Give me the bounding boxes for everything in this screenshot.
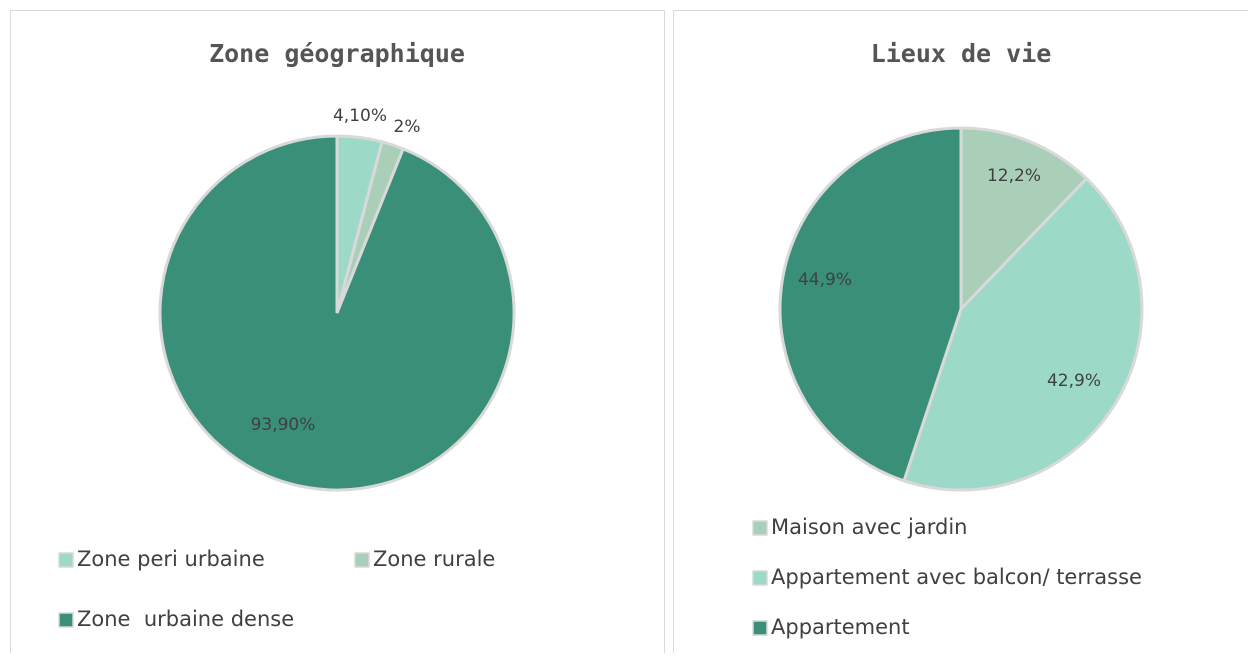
legend-swatch [753,521,767,535]
data-label: 12,2% [987,166,1041,186]
legend-swatch [59,613,73,627]
legend-label: Appartement [771,615,910,639]
legend-label: Appartement avec balcon/ terrasse [771,565,1142,589]
legend-label: Maison avec jardin [771,515,967,539]
legend-label: Zone peri urbaine [77,547,265,571]
legend-label: Zone rurale [373,547,495,571]
pie-slice [160,136,514,490]
legend-swatch [59,553,73,567]
legend-swatch [753,571,767,585]
data-label: 44,9% [798,270,852,290]
chart-title: Zone géographique [209,39,465,68]
data-label: 42,9% [1047,371,1101,391]
data-label: 93,90% [251,415,316,435]
legend-swatch [355,553,369,567]
data-label: 2% [394,117,421,137]
data-label: 4,10% [333,106,387,126]
legend-swatch [753,621,767,635]
legend-label: Zone urbaine dense [77,607,294,631]
chart-title: Lieux de vie [871,39,1052,68]
